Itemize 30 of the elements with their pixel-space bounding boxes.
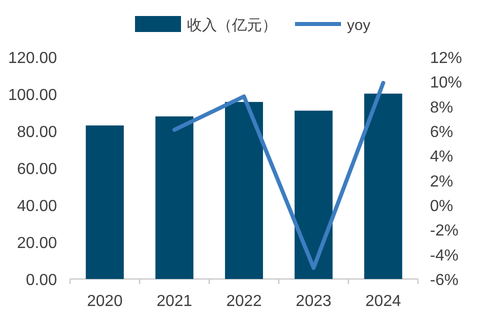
- y-tick-label: 80.00: [16, 124, 58, 141]
- y-tick-label: 20.00: [16, 235, 58, 252]
- bar: [155, 116, 194, 279]
- y-tick-label: 0.00: [26, 272, 58, 289]
- x-tick-label: 2020: [87, 293, 123, 310]
- y2-tick-label: 2%: [430, 173, 454, 190]
- x-tick-label: 2023: [296, 293, 332, 310]
- y-tick-label: 100.00: [8, 87, 58, 104]
- legend-label: 收入（亿元）: [187, 17, 277, 34]
- y-tick-label: 120.00: [8, 50, 58, 67]
- y2-tick-label: 6%: [430, 124, 454, 141]
- y-tick-label: 60.00: [16, 161, 58, 178]
- x-tick-label: 2024: [365, 293, 402, 310]
- x-tick-label: 2022: [226, 293, 262, 310]
- y2-tick-label: 4%: [430, 148, 454, 166]
- legend-label: yoy: [347, 17, 371, 34]
- y2-tick-label: -4%: [430, 247, 458, 264]
- y2-tick-label: 12%: [430, 50, 462, 67]
- y2-tick-label: 0%: [430, 198, 454, 215]
- line-series: [172, 80, 386, 270]
- y2-tick-label: 8%: [430, 99, 454, 116]
- x-tick-label: 2021: [156, 293, 192, 310]
- bar: [86, 125, 124, 279]
- y2-tick-label: -2%: [430, 222, 458, 240]
- y2-tick-label: -6%: [430, 272, 458, 289]
- y2-tick-label: 10%: [430, 74, 462, 92]
- bar: [225, 102, 263, 279]
- bar: [294, 110, 333, 279]
- y-tick-label: 40.00: [16, 198, 58, 215]
- bar: [364, 94, 402, 279]
